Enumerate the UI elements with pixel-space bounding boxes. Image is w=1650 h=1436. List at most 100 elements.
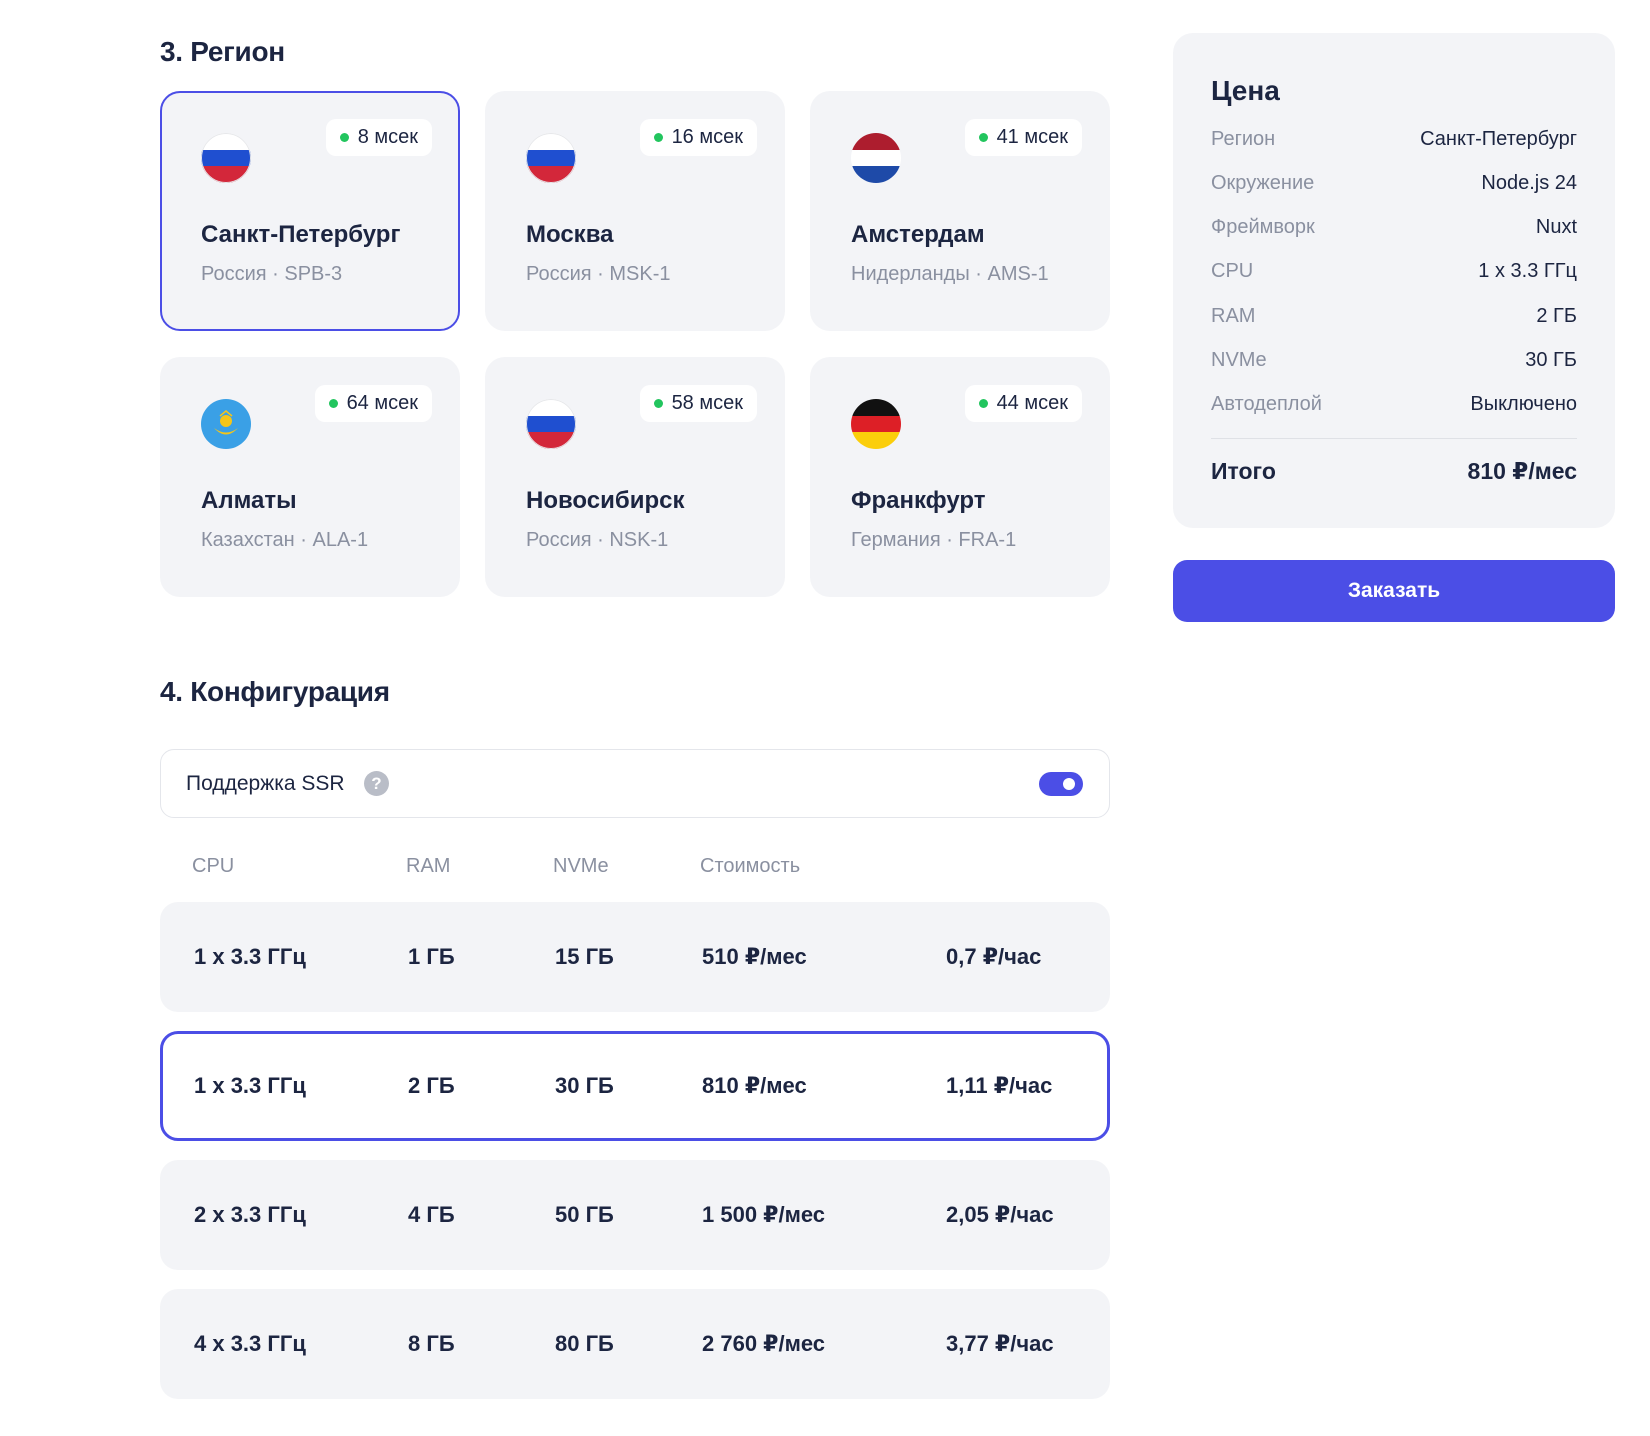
ping-value: 8 мсек: [357, 126, 418, 148]
price-value: 2 ГБ: [1536, 305, 1577, 327]
ping-badge: 41 мсек: [964, 119, 1082, 156]
row-nvme: 80 ГБ: [555, 1331, 614, 1356]
row-price-hour: 0,7 ₽/час: [946, 944, 1042, 969]
ssr-label: Поддержка SSR: [186, 772, 345, 795]
region-city: Санкт-Петербург: [201, 221, 401, 248]
config-row-selected[interactable]: 1 x 3.3 ГГц 2 ГБ 30 ГБ 810 ₽/мес 1,11 ₽/…: [160, 1031, 1110, 1141]
total-label: Итого: [1211, 458, 1276, 484]
region-section-title: 3. Регион: [160, 36, 285, 67]
region-meta: Нидерланды · AMS-1: [851, 263, 1049, 285]
ping-badge: 8 мсек: [325, 119, 432, 156]
status-dot-icon: [328, 399, 338, 408]
row-price-hour: 1,11 ₽/час: [946, 1073, 1053, 1098]
price-line-autodeploy: Автодеплой Выключено: [1211, 393, 1577, 423]
region-grid: 8 мсек Санкт-Петербург Россия · SPB-3 16…: [160, 91, 1110, 597]
help-icon[interactable]: ?: [364, 771, 389, 796]
ssr-toggle[interactable]: [1039, 772, 1083, 796]
row-price-hour: 2,05 ₽/час: [946, 1202, 1054, 1227]
region-meta: Казахстан · ALA-1: [201, 529, 369, 551]
toggle-knob: [1063, 778, 1075, 790]
price-line-nvme: NVMe 30 ГБ: [1211, 349, 1577, 379]
russia-flag-icon: [526, 399, 576, 449]
price-key: RAM: [1211, 305, 1256, 327]
price-line-region: Регион Санкт-Петербург: [1211, 128, 1577, 158]
russia-flag-icon: [201, 133, 251, 183]
region-city: Москва: [526, 221, 614, 248]
region-meta: Германия · FRA-1: [851, 529, 1017, 551]
order-button[interactable]: Заказать: [1173, 560, 1615, 622]
header-cost: Стоимость: [700, 855, 801, 877]
region-card-fra[interactable]: 44 мсек Франкфурт Германия · FRA-1: [810, 357, 1110, 597]
status-dot-icon: [339, 133, 349, 142]
row-nvme: 50 ГБ: [555, 1202, 614, 1227]
row-cpu: 1 x 3.3 ГГц: [194, 944, 306, 969]
ssr-support-row: Поддержка SSR ?: [160, 749, 1110, 818]
ping-value: 16 мсек: [671, 126, 743, 148]
region-city: Франкфурт: [851, 487, 986, 514]
region-meta: Россия · NSK-1: [526, 529, 669, 551]
ping-value: 64 мсек: [346, 392, 418, 414]
status-dot-icon: [978, 133, 988, 142]
row-price-hour: 3,77 ₽/час: [946, 1331, 1054, 1356]
row-cpu: 4 x 3.3 ГГц: [194, 1331, 306, 1356]
ping-badge: 44 мсек: [964, 385, 1082, 422]
ping-value: 44 мсек: [996, 392, 1068, 414]
ping-value: 41 мсек: [996, 126, 1068, 148]
price-key: Окружение: [1211, 172, 1315, 194]
row-ram: 8 ГБ: [408, 1331, 455, 1356]
row-ram: 2 ГБ: [408, 1073, 455, 1098]
config-section-title: 4. Конфигурация: [160, 676, 390, 707]
price-value: Санкт-Петербург: [1420, 128, 1577, 150]
price-line-ram: RAM 2 ГБ: [1211, 305, 1577, 335]
price-line-framework: Фреймворк Nuxt: [1211, 216, 1577, 246]
region-city: Новосибирск: [526, 487, 685, 514]
row-ram: 4 ГБ: [408, 1202, 455, 1227]
price-key: Фреймворк: [1211, 216, 1315, 238]
russia-flag-icon: [526, 133, 576, 183]
price-value: 1 x 3.3 ГГц: [1478, 260, 1577, 282]
ping-badge: 58 мсек: [639, 385, 757, 422]
region-card-ams[interactable]: 41 мсек Амстердам Нидерланды · AMS-1: [810, 91, 1110, 331]
total-value: 810 ₽/мес: [1467, 458, 1577, 484]
status-dot-icon: [653, 399, 663, 408]
region-meta: Россия · MSK-1: [526, 263, 671, 285]
status-dot-icon: [653, 133, 663, 142]
price-title: Цена: [1211, 75, 1280, 106]
ping-value: 58 мсек: [671, 392, 743, 414]
config-row[interactable]: 4 x 3.3 ГГц 8 ГБ 80 ГБ 2 760 ₽/мес 3,77 …: [160, 1289, 1110, 1399]
config-row[interactable]: 2 x 3.3 ГГц 4 ГБ 50 ГБ 1 500 ₽/мес 2,05 …: [160, 1160, 1110, 1270]
price-key: CPU: [1211, 260, 1254, 282]
region-meta: Россия · SPB-3: [201, 263, 343, 285]
region-card-msk[interactable]: 16 мсек Москва Россия · MSK-1: [485, 91, 785, 331]
price-value: Выключено: [1470, 393, 1577, 415]
header-ram: RAM: [406, 855, 451, 877]
price-value: Node.js 24: [1481, 172, 1577, 194]
config-table-header: CPU RAM NVMe Стоимость: [160, 855, 1110, 885]
price-line-cpu: CPU 1 x 3.3 ГГц: [1211, 260, 1577, 290]
region-city: Амстердам: [851, 221, 985, 248]
kazakhstan-flag-icon: [201, 399, 251, 449]
germany-flag-icon: [851, 399, 901, 449]
region-city: Алматы: [201, 487, 297, 514]
status-dot-icon: [978, 399, 988, 408]
config-row[interactable]: 1 x 3.3 ГГц 1 ГБ 15 ГБ 510 ₽/мес 0,7 ₽/ч…: [160, 902, 1110, 1012]
header-cpu: CPU: [192, 855, 235, 877]
header-nvme: NVMe: [553, 855, 609, 877]
divider: [1211, 438, 1577, 439]
row-price-month: 510 ₽/мес: [702, 944, 807, 969]
netherlands-flag-icon: [851, 133, 901, 183]
row-cpu: 1 x 3.3 ГГц: [194, 1073, 306, 1098]
price-line-environment: Окружение Node.js 24: [1211, 172, 1577, 202]
row-price-month: 810 ₽/мес: [702, 1073, 807, 1098]
price-key: Регион: [1211, 128, 1276, 150]
region-card-ala[interactable]: 64 мсек Алматы Казахстан · ALA-1: [160, 357, 460, 597]
row-price-month: 2 760 ₽/мес: [702, 1331, 826, 1356]
row-price-month: 1 500 ₽/мес: [702, 1202, 826, 1227]
price-summary-card: Цена Регион Санкт-Петербург Окружение No…: [1173, 33, 1615, 528]
region-card-spb[interactable]: 8 мсек Санкт-Петербург Россия · SPB-3: [160, 91, 460, 331]
row-nvme: 30 ГБ: [555, 1073, 614, 1098]
price-key: NVMe: [1211, 349, 1267, 371]
row-ram: 1 ГБ: [408, 944, 455, 969]
price-value: 30 ГБ: [1525, 349, 1577, 371]
region-card-nsk[interactable]: 58 мсек Новосибирск Россия · NSK-1: [485, 357, 785, 597]
